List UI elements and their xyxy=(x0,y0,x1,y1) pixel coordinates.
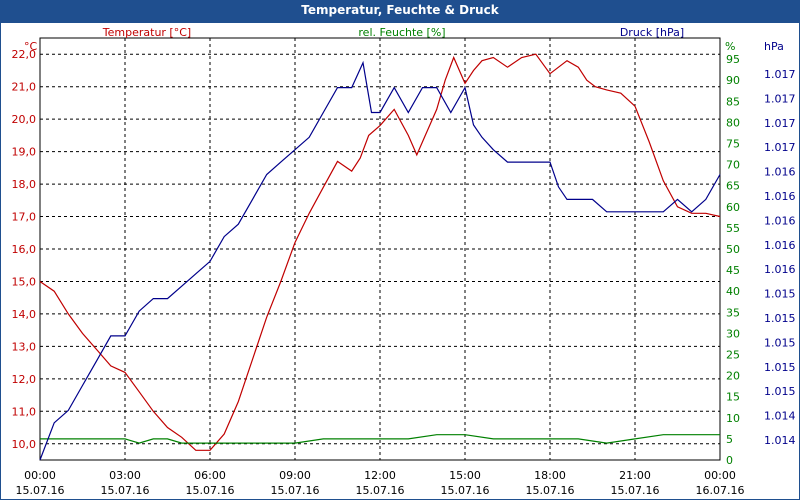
x-tick-time-label: 00:00 xyxy=(24,469,56,482)
humidity-tick-label: 80 xyxy=(726,116,740,129)
temperature-tick-label: 15,0 xyxy=(12,275,37,288)
temperature-tick-label: 19,0 xyxy=(12,146,37,159)
temperature-tick-label: 14,0 xyxy=(12,308,37,321)
x-tick-time-label: 03:00 xyxy=(109,469,141,482)
chart-title: Temperatur, Feuchte & Druck xyxy=(0,0,800,22)
humidity-tick-label: 40 xyxy=(726,285,740,298)
series-line-temperature xyxy=(39,53,721,451)
pressure-tick-label: 1.017 xyxy=(764,117,796,130)
pressure-tick-label: 1.016 xyxy=(764,239,796,252)
x-tick-time-label: 21:00 xyxy=(619,469,651,482)
temperature-tick-label: 11,0 xyxy=(12,405,37,418)
x-tick-date-label: 16.07.16 xyxy=(696,484,745,497)
humidity-tick-label: 85 xyxy=(726,95,740,108)
pressure-tick-label: 1.016 xyxy=(764,214,796,227)
series-line-pressure xyxy=(39,60,721,461)
temperature-unit-label: °C xyxy=(24,40,38,53)
pressure-unit-label: hPa xyxy=(764,40,784,53)
temperature-tick-label: 16,0 xyxy=(12,243,37,256)
x-tick-time-label: 15:00 xyxy=(449,469,481,482)
axes-group: 10,0 11,0 12,0 13,0 14,0 15,0 16,0 17,0 18,0 19,0… xyxy=(12,48,796,497)
x-tick-time-label: 12:00 xyxy=(364,469,396,482)
x-tick-date-label: 15.07.16 xyxy=(441,484,490,497)
humidity-tick-label: 95 xyxy=(726,53,740,66)
x-tick-date-label: 15.07.16 xyxy=(101,484,150,497)
temperature-tick-label: 18,0 xyxy=(12,178,37,191)
x-tick-date-label: 15.07.16 xyxy=(356,484,405,497)
x-tick-date-label: 15.07.16 xyxy=(526,484,575,497)
pressure-tick-label: 1.017 xyxy=(764,141,796,154)
series-line-humidity xyxy=(40,434,720,444)
x-tick-time-label: 18:00 xyxy=(534,469,566,482)
pressure-tick-label: 1.017 xyxy=(764,92,796,105)
x-tick-time-label: 00:00 xyxy=(704,469,736,482)
x-tick-date-label: 15.07.16 xyxy=(16,484,65,497)
humidity-tick-label: 25 xyxy=(726,349,740,362)
humidity-tick-label: 55 xyxy=(726,222,740,235)
temperature-tick-label: 17,0 xyxy=(12,211,37,224)
temperature-tick-label: 21,0 xyxy=(12,81,37,94)
grid-lines xyxy=(40,38,720,460)
humidity-tick-label: 20 xyxy=(726,370,740,383)
pressure-tick-label: 1.015 xyxy=(764,361,796,374)
pressure-axis-title: Druck [hPa] xyxy=(620,26,684,39)
x-tick-date-label: 15.07.16 xyxy=(271,484,320,497)
temperature-tick-label: 13,0 xyxy=(12,340,37,353)
x-tick-date-label: 15.07.16 xyxy=(186,484,235,497)
humidity-tick-label: 5 xyxy=(726,433,733,446)
humidity-tick-label: 15 xyxy=(726,391,740,404)
pressure-tick-label: 1.017 xyxy=(764,68,796,81)
humidity-tick-label: 0 xyxy=(726,454,733,467)
humidity-tick-label: 10 xyxy=(726,412,740,425)
temperature-tick-label: 20,0 xyxy=(12,113,37,126)
humidity-axis-title: rel. Feuchte [%] xyxy=(358,26,445,39)
humidity-tick-label: 75 xyxy=(726,138,740,151)
pressure-tick-label: 1.015 xyxy=(764,288,796,301)
temperature-tick-label: 22,0 xyxy=(12,48,37,61)
pressure-tick-label: 1.014 xyxy=(764,410,796,423)
humidity-unit-label: % xyxy=(725,40,735,53)
humidity-tick-label: 45 xyxy=(726,264,740,277)
humidity-tick-label: 30 xyxy=(726,327,740,340)
humidity-tick-label: 50 xyxy=(726,243,740,256)
series-group xyxy=(39,53,721,461)
pressure-tick-label: 1.016 xyxy=(764,166,796,179)
humidity-tick-label: 35 xyxy=(726,306,740,319)
pressure-tick-label: 1.015 xyxy=(764,385,796,398)
pressure-tick-label: 1.014 xyxy=(764,434,796,447)
temperature-tick-label: 10,0 xyxy=(12,438,37,451)
humidity-tick-label: 90 xyxy=(726,74,740,87)
temperature-axis-title: Temperatur [°C] xyxy=(102,26,191,39)
pressure-tick-label: 1.015 xyxy=(764,312,796,325)
pressure-tick-label: 1.015 xyxy=(764,336,796,349)
humidity-tick-label: 65 xyxy=(726,180,740,193)
x-tick-time-label: 06:00 xyxy=(194,469,226,482)
humidity-tick-label: 70 xyxy=(726,159,740,172)
x-tick-date-label: 15.07.16 xyxy=(611,484,660,497)
temperature-tick-label: 12,0 xyxy=(12,373,37,386)
pressure-tick-label: 1.016 xyxy=(764,263,796,276)
x-tick-time-label: 09:00 xyxy=(279,469,311,482)
humidity-tick-label: 60 xyxy=(726,201,740,214)
pressure-tick-label: 1.016 xyxy=(764,190,796,203)
